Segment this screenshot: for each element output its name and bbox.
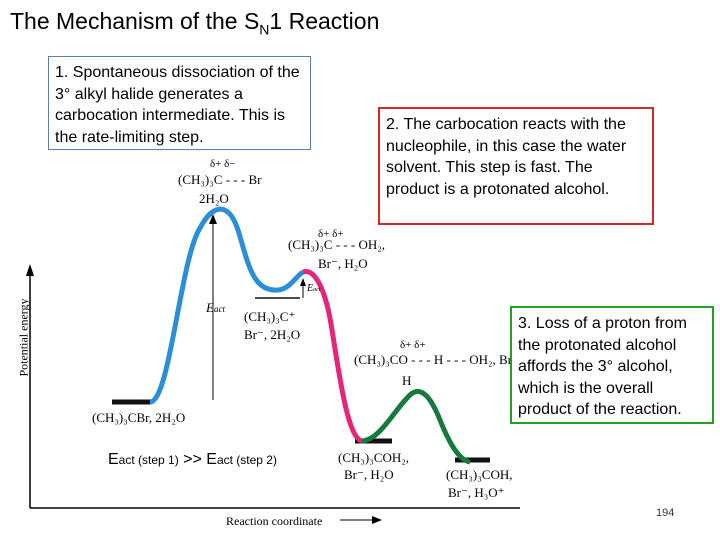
y-axis-arrow <box>26 264 34 276</box>
eact2-label: Eact <box>307 283 321 294</box>
intermediate1-counterion: Br⁻, 2H₂O <box>244 327 301 342</box>
eact-label: Eact <box>206 300 225 315</box>
reactants-label: (CH₃)₃CBr, 2H₂O <box>92 410 186 425</box>
intermediate2-counterion: Br⁻, H₂O <box>344 467 394 482</box>
page-title: The Mechanism of the SN1 Reaction <box>10 8 380 38</box>
step2-box: 2. The carbocation reacts with the nucle… <box>378 107 654 225</box>
x-axis-label: Reaction coordinate <box>226 514 323 528</box>
step1-box: 1. Spontaneous dissociation of the 3° al… <box>48 56 311 150</box>
ts3-hydrogen: H <box>402 373 412 388</box>
y-axis-label: Potential energy <box>16 298 31 377</box>
intermediate2-formula: (CH₃)₃COH₂, <box>338 450 410 465</box>
ts1-charges: δ+ δ− <box>210 158 236 170</box>
step3-box: 3. Loss of a proton from the protonated … <box>510 306 714 424</box>
ts1-water: 2H₂O <box>199 191 229 206</box>
eact-comparison: Eact (step 1) >> Eact (step 2) <box>108 451 277 468</box>
ts1-formula: (CH₃)₃C - - - Br <box>178 172 262 187</box>
intermediate1-formula: (CH₃)₃C⁺ <box>244 309 296 324</box>
page-number: 194 <box>656 507 675 519</box>
curve-step1 <box>148 206 305 405</box>
ts3-formula: (CH₃)₃CO - - - H - - - OH₂, Br⁻ <box>354 352 519 367</box>
ts2-counterion: Br⁻, H₂O <box>318 256 368 271</box>
eact2-arrow-head <box>300 278 306 286</box>
curve-step2 <box>302 269 364 444</box>
ts2-charges: δ+ δ+ <box>318 228 344 240</box>
eact-arrow-head <box>209 214 217 224</box>
ts3-charges: δ+ δ+ <box>400 339 426 351</box>
products-formula: (CH₃)₃COH, <box>446 467 513 482</box>
curve-step3 <box>361 388 471 465</box>
products-counterion: Br⁻, H₃O⁺ <box>448 485 505 500</box>
x-axis-label-arrow-head <box>372 516 382 524</box>
ts2-formula: (CH₃)₃C - - - OH₂, <box>288 237 385 252</box>
